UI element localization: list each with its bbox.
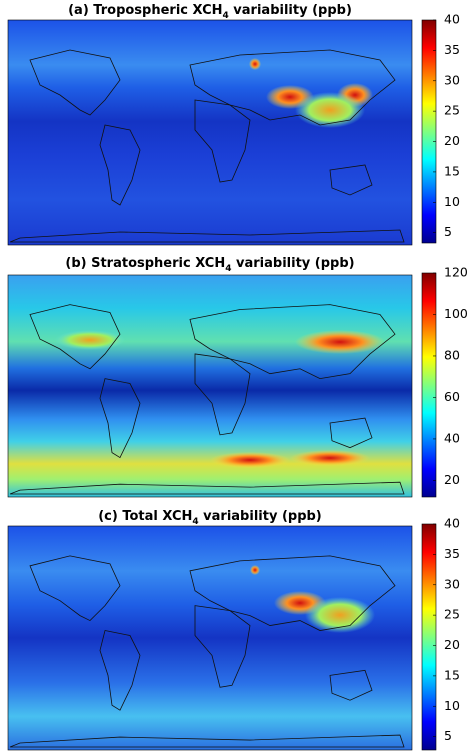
colorbar-tick-label: 120 [444,265,468,280]
colorbar-tick-label: 30 [444,576,460,591]
colorbar-tick-label: 30 [444,72,460,87]
colorbar-tick-label: 100 [444,306,468,321]
title-text: variability (ppb) [199,509,322,524]
colorbar-tick-label: 15 [444,163,460,178]
title-text: variability (ppb) [231,256,354,271]
title-text: (a) Tropospheric XCH [68,3,222,18]
title-text: (b) Stratospheric XCH [65,256,225,271]
colorbar-tick-label: 5 [444,728,452,743]
colorbar-tick-label: 10 [444,194,460,209]
hotspot [295,330,385,354]
colorbar-tick-label: 40 [444,12,460,27]
hotspot [210,452,290,468]
colorbar [421,272,437,498]
colorbar [421,19,437,244]
colorbar-tick-label: 60 [444,389,460,404]
colorbar-tick-label: 25 [444,103,460,118]
colorbar-tick-label: 20 [444,637,460,652]
hotspot [250,565,260,575]
title-subscript: 4 [192,517,198,527]
colorbar-tick-label: 40 [444,430,460,445]
hotspot [55,330,125,350]
hotspot [290,450,370,466]
panel-title: (a) Tropospheric XCH4 variability (ppb) [68,3,352,21]
colorbar-tick-label: 25 [444,607,460,622]
panel-title: (b) Stratospheric XCH4 variability (ppb) [65,256,354,274]
map [7,525,413,751]
colorbar [421,523,437,751]
colorbar-tick-label: 35 [444,546,460,561]
title-text: variability (ppb) [229,3,352,18]
map-field [7,525,413,751]
title-subscript: 4 [223,11,229,21]
colorbar-tick-label: 40 [444,516,460,531]
colorbar-tick-label: 35 [444,42,460,57]
hotspot [295,92,365,128]
colorbar-tick-label: 20 [444,472,460,487]
hotspot [249,58,261,70]
colorbar-tick-label: 10 [444,698,460,713]
colorbar-tick-label: 5 [444,224,452,239]
title-subscript: 4 [225,264,231,274]
map [7,19,413,246]
panel-title: (c) Total XCH4 variability (ppb) [98,509,322,527]
title-text: (c) Total XCH [98,509,192,524]
colorbar-tick-label: 80 [444,347,460,362]
map [7,274,413,498]
map-field [7,19,413,246]
colorbar-tick-label: 20 [444,133,460,148]
hotspot [305,597,375,633]
colorbar-tick-label: 15 [444,667,460,682]
